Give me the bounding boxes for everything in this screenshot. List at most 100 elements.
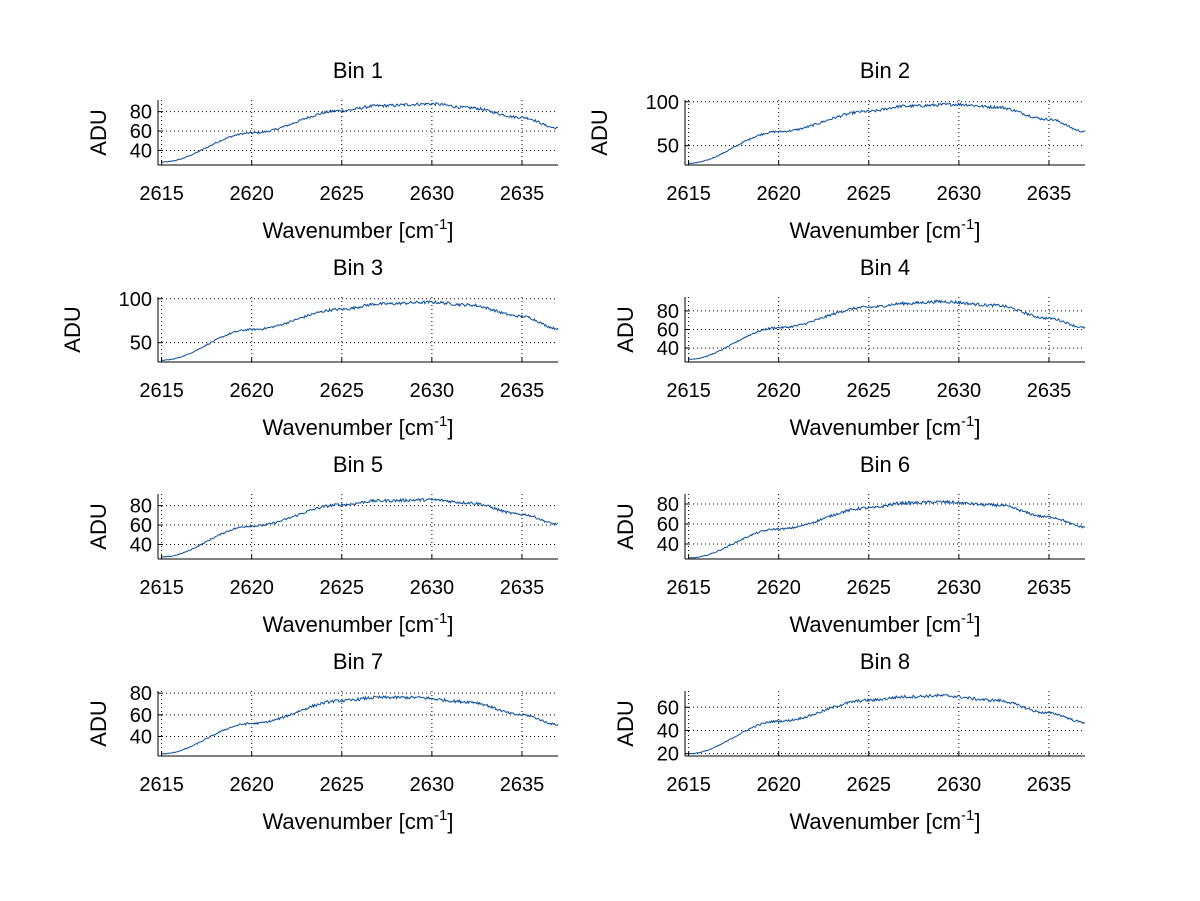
chart-6-xtick-label-3: 2630 bbox=[937, 577, 982, 599]
chart-5-xtick-label-0: 2615 bbox=[139, 577, 184, 599]
chart-5-xlabel-main: Wavenumber [cm bbox=[262, 612, 434, 637]
chart-1-ytick-label-2: 80 bbox=[130, 102, 152, 124]
chart-6-ylabel: ADU bbox=[613, 503, 638, 549]
chart-7-xtick-label-4: 2635 bbox=[500, 774, 545, 796]
chart-1-xlabel-main: Wavenumber [cm bbox=[262, 218, 434, 243]
chart-7-xlabel-sup: -1 bbox=[434, 807, 447, 824]
chart-3-xtick-label-0: 2615 bbox=[139, 380, 184, 402]
chart-4-xtick-label-2: 2625 bbox=[847, 380, 892, 402]
chart-6-xlabel-sup: -1 bbox=[961, 610, 974, 627]
chart-7-ytick-label-1: 60 bbox=[130, 705, 152, 727]
chart-1-ylabel: ADU bbox=[86, 109, 111, 155]
chart-8-xtick-label-4: 2635 bbox=[1027, 774, 1072, 796]
chart-2-ylabel: ADU bbox=[587, 109, 612, 155]
chart-4-xtick-label-1: 2620 bbox=[756, 380, 801, 402]
chart-1-xtick-label-2: 2625 bbox=[320, 183, 365, 205]
chart-7-ytick-label-0: 40 bbox=[130, 727, 152, 749]
chart-6-ytick-label-0: 40 bbox=[657, 534, 679, 556]
chart-1-xlabel-end: ] bbox=[447, 218, 453, 243]
chart-2-xlabel-end: ] bbox=[974, 218, 980, 243]
chart-8-ylabel: ADU bbox=[613, 700, 638, 746]
chart-3-xtick-label-3: 2630 bbox=[410, 380, 455, 402]
chart-3-panel: 2615 2620 2625 2630 2635 50 100 Bin 3 Wavenumber… bbox=[60, 255, 559, 440]
chart-6-ytick-label-1: 60 bbox=[657, 514, 679, 536]
chart-4-title: Bin 4 bbox=[860, 255, 910, 280]
chart-5-ytick-label-2: 80 bbox=[130, 496, 152, 518]
chart-6-ytick-label-2: 80 bbox=[657, 494, 679, 516]
chart-4-ylabel: ADU bbox=[613, 306, 638, 352]
chart-6-xlabel-main: Wavenumber [cm bbox=[789, 612, 961, 637]
chart-1-xlabel: Wavenumber [cm-1] bbox=[262, 216, 453, 243]
chart-5-xtick-label-2: 2625 bbox=[320, 577, 365, 599]
chart-5-xlabel-sup: -1 bbox=[434, 610, 447, 627]
chart-3-title: Bin 3 bbox=[333, 255, 383, 280]
chart-1-series-line bbox=[161, 101, 559, 163]
chart-2-xtick-label-0: 2615 bbox=[666, 183, 711, 205]
chart-4-xlabel: Wavenumber [cm-1] bbox=[789, 413, 980, 440]
chart-4-xtick-label-4: 2635 bbox=[1027, 380, 1072, 402]
chart-4-xlabel-main: Wavenumber [cm bbox=[789, 415, 961, 440]
chart-2-xtick-label-3: 2630 bbox=[937, 183, 982, 205]
chart-2-xlabel: Wavenumber [cm-1] bbox=[789, 216, 980, 243]
chart-6-title: Bin 6 bbox=[860, 452, 910, 477]
chart-2-series-line bbox=[688, 102, 1086, 164]
chart-4-xtick-label-3: 2630 bbox=[937, 380, 982, 402]
chart-8-xlabel-end: ] bbox=[974, 809, 980, 834]
chart-6-xtick-label-4: 2635 bbox=[1027, 577, 1072, 599]
chart-4-series-line bbox=[688, 299, 1086, 360]
chart-7-xlabel-main: Wavenumber [cm bbox=[262, 809, 434, 834]
chart-2-xlabel-sup: -1 bbox=[961, 216, 974, 233]
chart-3-xlabel-main: Wavenumber [cm bbox=[262, 415, 434, 440]
chart-2-xtick-label-1: 2620 bbox=[756, 183, 801, 205]
chart-5-xlabel: Wavenumber [cm-1] bbox=[262, 610, 453, 637]
chart-2-xlabel-main: Wavenumber [cm bbox=[789, 218, 961, 243]
chart-1-xtick-label-4: 2635 bbox=[500, 183, 545, 205]
chart-4-xlabel-sup: -1 bbox=[961, 413, 974, 430]
chart-8-title: Bin 8 bbox=[860, 649, 910, 674]
chart-1-xlabel-sup: -1 bbox=[434, 216, 447, 233]
chart-8-ytick-label-0: 20 bbox=[657, 744, 679, 766]
chart-5-xlabel-end: ] bbox=[447, 612, 453, 637]
chart-8-series-line bbox=[688, 693, 1086, 755]
chart-2-ytick-label-0: 50 bbox=[657, 136, 679, 158]
chart-6-xtick-label-0: 2615 bbox=[666, 577, 711, 599]
chart-7-xtick-label-2: 2625 bbox=[320, 774, 365, 796]
chart-7-title: Bin 7 bbox=[333, 649, 383, 674]
chart-8-xtick-label-1: 2620 bbox=[756, 774, 801, 796]
chart-1-title: Bin 1 bbox=[333, 58, 383, 83]
chart-2-panel: 2615 2620 2625 2630 2635 50 100 Bin 2 Wavenumber… bbox=[587, 58, 1086, 243]
chart-4-xlabel-end: ] bbox=[974, 415, 980, 440]
chart-5-xtick-label-1: 2620 bbox=[229, 577, 274, 599]
chart-5-xtick-label-4: 2635 bbox=[500, 577, 545, 599]
chart-6-xlabel: Wavenumber [cm-1] bbox=[789, 610, 980, 637]
chart-3-xtick-label-2: 2625 bbox=[320, 380, 365, 402]
chart-1-xtick-label-1: 2620 bbox=[229, 183, 274, 205]
chart-1-ytick-label-0: 40 bbox=[130, 140, 152, 162]
chart-3-ylabel: ADU bbox=[60, 306, 85, 352]
chart-8-xlabel-sup: -1 bbox=[961, 807, 974, 824]
chart-7-xtick-label-3: 2630 bbox=[410, 774, 455, 796]
chart-8-ytick-label-2: 60 bbox=[657, 697, 679, 719]
chart-6-xlabel-end: ] bbox=[974, 612, 980, 637]
chart-7-ytick-label-2: 80 bbox=[130, 683, 152, 705]
chart-5-series-line bbox=[161, 497, 559, 558]
chart-8-xlabel: Wavenumber [cm-1] bbox=[789, 807, 980, 834]
chart-3-xlabel-end: ] bbox=[447, 415, 453, 440]
chart-1-xtick-label-0: 2615 bbox=[139, 183, 184, 205]
chart-3-xtick-label-1: 2620 bbox=[229, 380, 274, 402]
chart-5-title: Bin 5 bbox=[333, 452, 383, 477]
chart-5-ylabel: ADU bbox=[86, 503, 111, 549]
chart-7-series-line bbox=[161, 695, 559, 755]
chart-7-xtick-label-0: 2615 bbox=[139, 774, 184, 796]
chart-5-ytick-label-1: 60 bbox=[130, 515, 152, 537]
chart-7-xlabel: Wavenumber [cm-1] bbox=[262, 807, 453, 834]
chart-8-xtick-label-3: 2630 bbox=[937, 774, 982, 796]
chart-4-xtick-label-0: 2615 bbox=[666, 380, 711, 402]
chart-2-xtick-label-2: 2625 bbox=[847, 183, 892, 205]
chart-8-xlabel-main: Wavenumber [cm bbox=[789, 809, 961, 834]
chart-3-series-line bbox=[161, 299, 559, 361]
